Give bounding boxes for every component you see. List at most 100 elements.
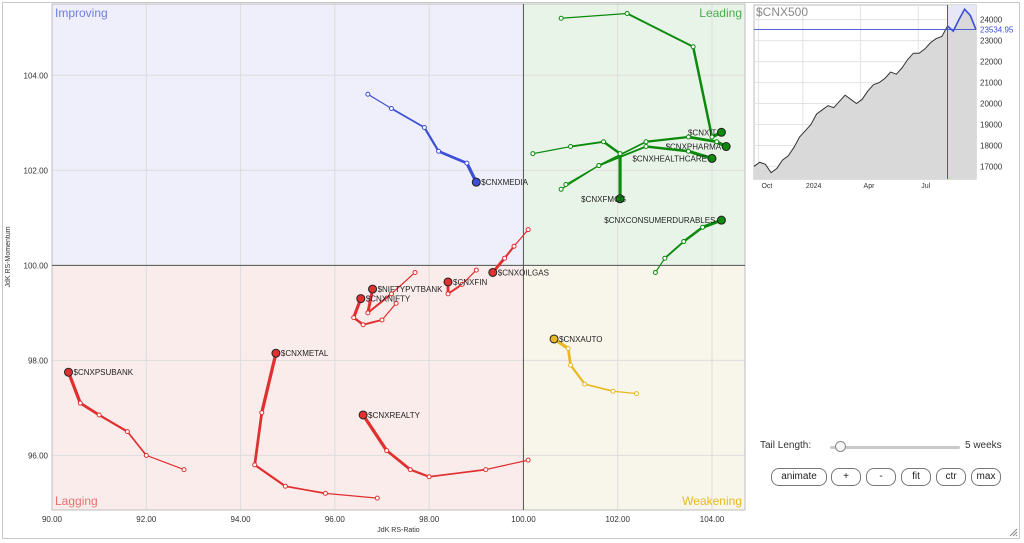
y-axis-title: JdK RS-Momentum (5, 226, 12, 287)
series-label: $CNXREALTY (368, 411, 421, 420)
series-label: $CNXMEDIA (481, 178, 528, 187)
series-cnxpsubank: $CNXPSUBANK (64, 367, 187, 473)
tail-segment (626, 12, 695, 48)
tail-point (652, 269, 658, 275)
series-cnxnifty: $CNXNIFTY (351, 294, 411, 328)
series-niftypvtbank: $NIFTYPVTBANK (365, 269, 444, 316)
tail-point (436, 148, 442, 154)
tail-point (181, 467, 187, 473)
tail-segment (428, 468, 487, 478)
tail-point (525, 227, 531, 233)
x-tick-label: 94.00 (231, 515, 252, 524)
series-label: $CNXPSUBANK (74, 368, 134, 377)
animate-button[interactable]: animate (771, 468, 827, 486)
series-cnxfin: $CNXFIN (443, 267, 487, 297)
tail-point (624, 11, 630, 17)
tail-point (143, 452, 149, 458)
tail-length-slider[interactable] (830, 441, 960, 452)
series-label: $CNXAUTO (559, 335, 602, 344)
head-point (443, 277, 453, 287)
y-tick-label: 104.00 (24, 71, 49, 80)
tail-point (617, 151, 623, 157)
series-cnxit: $CNXIT (558, 11, 726, 140)
tail-point (610, 388, 616, 394)
head-point (615, 194, 625, 204)
series-label: $CNXNIFTY (366, 295, 411, 304)
tail-point (681, 239, 687, 245)
quadrant-improving (52, 4, 524, 266)
tail-point (601, 139, 607, 145)
plot-border (51, 3, 746, 511)
head-point (358, 410, 368, 420)
tail-point (282, 483, 288, 489)
zoom-out-button[interactable]: - (866, 468, 896, 486)
tail-point (407, 467, 413, 473)
tail-point (568, 144, 574, 150)
tail-point (379, 317, 385, 323)
tail-controls: Tail Length: 5 weeks animate + - fit ctr… (760, 436, 1010, 496)
series-cnxrealty: $CNXREALTY (358, 410, 531, 480)
tail-point (568, 362, 574, 368)
tail-point (124, 429, 130, 435)
tail-point (483, 467, 489, 473)
x-tick-label: 90.00 (42, 515, 63, 524)
y-tick-label: 96.00 (28, 451, 49, 460)
head-point (488, 267, 498, 277)
x-tick-label: 92.00 (136, 515, 157, 524)
tail-segment (324, 492, 378, 499)
tail-point (685, 148, 691, 154)
series-label: $NIFTYPVTBANK (378, 285, 444, 294)
series-cnxmedia: $CNXMEDIA (365, 91, 529, 187)
quadrant-weakening (523, 265, 745, 510)
head-point (716, 127, 726, 137)
series-label: $CNXMETAL (281, 349, 329, 358)
tail-point (563, 182, 569, 188)
series-cnxoilgas: $CNXOILGAS (488, 227, 549, 277)
tail-point (634, 391, 640, 397)
tail-point (426, 474, 432, 480)
head-point (356, 294, 366, 304)
tail-point (252, 462, 258, 468)
zoom-in-button[interactable]: + (831, 468, 861, 486)
tail-point (412, 269, 418, 275)
tail-point (374, 495, 380, 501)
tail-point (96, 412, 102, 418)
tail-point (351, 315, 357, 321)
tail-segment (597, 145, 647, 167)
tail-point (714, 139, 720, 145)
tail-point (360, 322, 366, 328)
tail-point (690, 44, 696, 50)
tail-point (662, 255, 668, 261)
tail-point (77, 400, 83, 406)
head-point (707, 153, 717, 163)
tail-point (384, 448, 390, 454)
head-point (549, 334, 559, 344)
tail-point (365, 310, 371, 316)
resize-grip-icon[interactable] (1008, 527, 1018, 537)
series-label: $CNXOILGAS (498, 268, 549, 277)
center-button[interactable]: ctr (936, 468, 966, 486)
tail-point (459, 281, 465, 287)
tail-point (365, 91, 371, 97)
tail-point (473, 267, 479, 273)
maximize-button[interactable]: max (971, 468, 1001, 486)
tail-point (700, 224, 706, 230)
series-cnxconsumerdurables: $CNXCONSUMERDURABLES (604, 215, 726, 275)
tail-point (511, 243, 517, 249)
tail-length-slider-thumb[interactable] (835, 441, 847, 452)
tail-point (582, 381, 588, 387)
x-tick-label: 100.00 (511, 515, 536, 524)
tail-segment (560, 12, 628, 19)
fit-button[interactable]: fit (901, 468, 931, 486)
tail-point (525, 457, 531, 463)
tail-point (709, 134, 715, 140)
tail-length-label: Tail Length: (760, 440, 812, 451)
head-point (64, 367, 73, 377)
tail-point (558, 186, 564, 192)
tail-point (322, 490, 328, 496)
x-tick-label: 98.00 (419, 515, 440, 524)
tail-point (388, 106, 394, 112)
tail-point (530, 151, 536, 157)
